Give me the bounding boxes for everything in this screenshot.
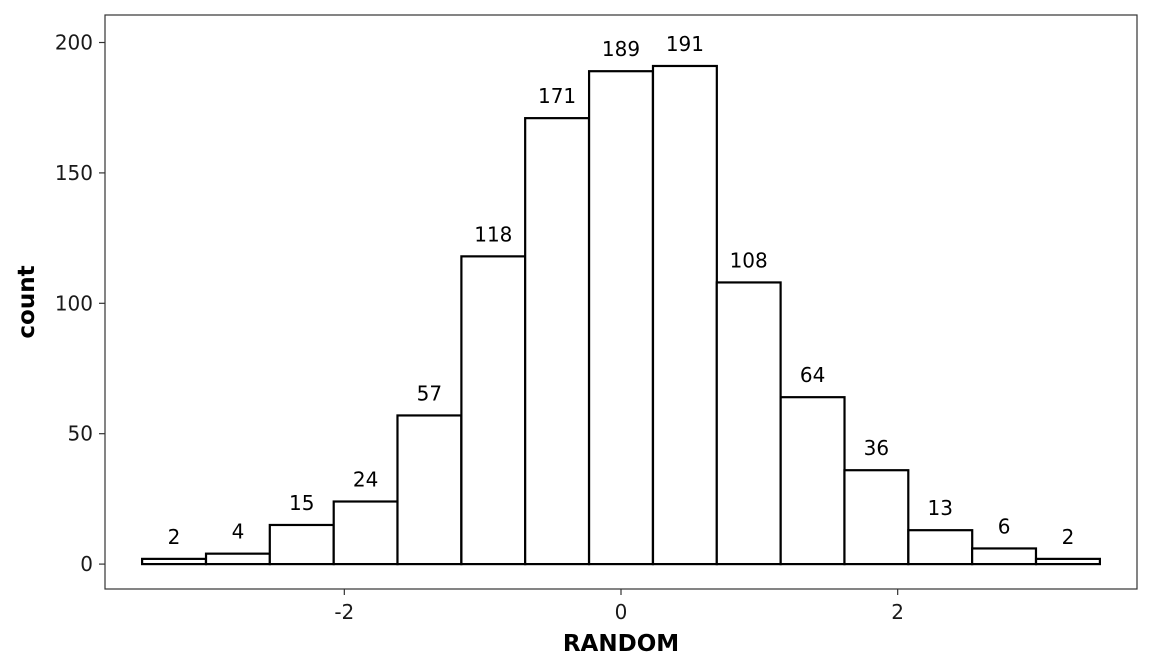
x-tick-label: -2 — [334, 600, 354, 624]
histogram-bar — [843, 469, 910, 566]
histogram-bar — [971, 547, 1038, 566]
histogram-bar — [1034, 557, 1101, 566]
x-axis: -2 0 2 — [334, 589, 904, 624]
bar-count-label: 171 — [538, 84, 576, 108]
histogram-bar — [651, 64, 718, 566]
y-tick-label: 50 — [68, 422, 93, 446]
bar-count-label: 24 — [353, 468, 378, 492]
y-tick-label: 200 — [55, 31, 93, 55]
y-axis: 0 50 100 150 200 — [55, 31, 105, 576]
histogram-bar — [332, 500, 399, 566]
histogram-bar — [460, 255, 527, 566]
histogram-bar — [907, 529, 974, 566]
histogram-bar — [204, 552, 271, 566]
bars-group — [141, 64, 1101, 566]
x-tick-label: 2 — [891, 600, 904, 624]
bar-count-label: 189 — [602, 37, 640, 61]
y-tick-label: 100 — [55, 291, 93, 315]
histogram-bar — [715, 281, 782, 566]
bar-count-label: 191 — [666, 32, 704, 56]
bar-count-label: 4 — [232, 520, 245, 544]
y-tick-label: 0 — [80, 552, 93, 576]
bar-count-label: 64 — [800, 363, 825, 387]
bar-count-label: 57 — [417, 381, 442, 405]
bar-count-label: 13 — [928, 496, 953, 520]
bar-count-label: 15 — [289, 491, 314, 515]
histogram-bar — [396, 414, 463, 566]
histogram-bar — [779, 396, 846, 566]
histogram-bar — [141, 557, 208, 566]
bar-count-label: 2 — [168, 525, 181, 549]
histogram-bar — [524, 117, 591, 566]
bar-count-label: 36 — [864, 436, 889, 460]
histogram-bar — [268, 523, 335, 566]
bar-count-label: 6 — [998, 514, 1011, 538]
y-tick-label: 150 — [55, 161, 93, 185]
bar-count-label: 108 — [730, 248, 768, 272]
y-axis-title: count — [14, 265, 40, 338]
x-axis-title: RANDOM — [563, 631, 679, 657]
bar-count-label: 118 — [474, 222, 512, 246]
histogram-bar — [587, 70, 655, 566]
x-tick-label: 0 — [615, 600, 628, 624]
bar-count-label: 2 — [1062, 525, 1075, 549]
